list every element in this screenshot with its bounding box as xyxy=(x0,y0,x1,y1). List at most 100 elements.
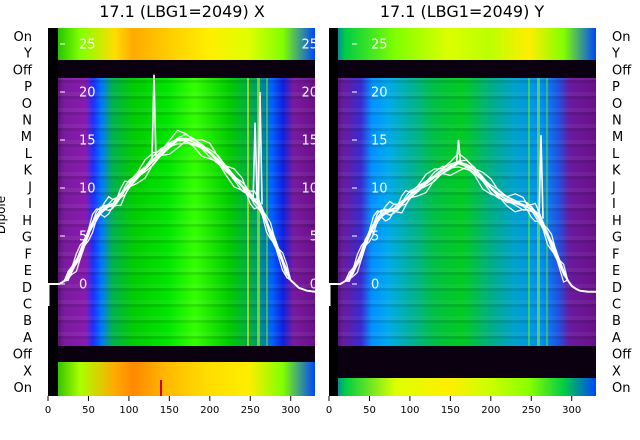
row-label: I xyxy=(28,197,32,212)
row-label: G xyxy=(612,231,622,246)
row-label: F xyxy=(25,247,32,262)
row-label: H xyxy=(22,214,32,229)
x-tick-label: 150 xyxy=(441,405,460,416)
row-label: I xyxy=(612,197,616,212)
heatmap-row-on-bottom xyxy=(48,378,315,396)
overlay-tick-label-right: 5 xyxy=(310,230,318,245)
overlay-spike xyxy=(455,139,462,164)
overlay-tick-label-right: 10 xyxy=(301,182,318,197)
heatmap-row-on-bottom xyxy=(329,378,596,396)
overlay-spike xyxy=(151,74,157,161)
overlay-tick-label-right: 25 xyxy=(301,38,318,53)
row-label: L xyxy=(25,147,33,162)
x-tick-label: 250 xyxy=(241,405,260,416)
x-tick-label: 200 xyxy=(200,405,219,416)
x-tick-label: 50 xyxy=(82,405,95,416)
row-label: E xyxy=(612,264,620,279)
overlay-line xyxy=(329,161,596,293)
overlay-tick-label: 5 xyxy=(79,230,87,245)
row-label: On xyxy=(14,30,32,45)
row-label: Off xyxy=(612,63,632,78)
row-label: G xyxy=(22,231,32,246)
heatmap-row-off-bottom xyxy=(329,346,596,362)
row-label: F xyxy=(612,247,619,262)
row-label: K xyxy=(612,164,621,179)
overlay-tick-label: 25 xyxy=(371,38,388,53)
overlay-tick-label: 10 xyxy=(371,182,388,197)
overlay-tick-label: 20 xyxy=(79,86,96,101)
overlay-spike xyxy=(252,122,258,201)
row-label: J xyxy=(611,180,616,195)
row-label: On xyxy=(612,381,630,396)
row-label: On xyxy=(14,381,32,396)
heatmap-row-y xyxy=(48,44,315,60)
row-label: M xyxy=(21,130,32,145)
y-axis-label: Dipole xyxy=(0,196,8,234)
row-label: O xyxy=(22,97,32,112)
overlay-axis-ticks: 25 20 15 10 5 0 xyxy=(352,38,388,293)
row-label: K xyxy=(23,164,32,179)
heatmap-row-off-bottom xyxy=(48,346,315,362)
row-label: Y xyxy=(23,47,32,62)
row-label: C xyxy=(612,298,621,313)
x-tick-label: 300 xyxy=(562,405,581,416)
row-label: Off xyxy=(13,63,33,78)
x-tick-label: 150 xyxy=(160,405,179,416)
row-label: E xyxy=(24,264,32,279)
heatmap xyxy=(48,28,315,396)
overlay-spike xyxy=(538,135,544,219)
heatmap-row-off-top xyxy=(48,60,315,78)
row-label: L xyxy=(612,147,620,162)
heatmap-row-off-top xyxy=(329,60,596,78)
row-label: Off xyxy=(13,348,33,363)
heatmap-row-on-top xyxy=(48,28,315,44)
row-label: D xyxy=(22,281,32,296)
row-label: B xyxy=(23,314,32,329)
panel-title: 17.1 (LBG1=2049) Y xyxy=(380,2,545,21)
row-label: Off xyxy=(612,348,632,363)
overlay-tick-label: 10 xyxy=(79,182,96,197)
x-tick-label: 200 xyxy=(481,405,500,416)
overlay-line xyxy=(48,139,316,293)
overlay-tick-label: 0 xyxy=(371,278,379,293)
row-label: P xyxy=(612,80,620,95)
x-tick-label: 50 xyxy=(363,405,376,416)
x-tick-label: 100 xyxy=(119,405,138,416)
x-axis-ticks: 0 50 100 150 200 250 300 xyxy=(326,396,581,416)
row-label: C xyxy=(23,298,32,313)
x-tick-label: 250 xyxy=(522,405,541,416)
overlay-line xyxy=(329,162,596,293)
row-label: M xyxy=(612,130,623,145)
panel-x: 17.1 (LBG1=2049) X Dipole OnYOffPONMLKJI… xyxy=(0,2,318,416)
overlay-lines xyxy=(328,135,596,306)
overlay-tick-label: 0 xyxy=(79,278,87,293)
overlay-tick-label: 15 xyxy=(79,134,96,149)
overlay-tick-label-right: 0 xyxy=(310,278,318,293)
overlay-lines xyxy=(47,74,316,306)
row-label: J xyxy=(27,180,32,195)
row-label: A xyxy=(23,331,32,346)
panel-title: 17.1 (LBG1=2049) X xyxy=(99,2,265,21)
overlay-tick-label-right: 15 xyxy=(301,134,318,149)
overlay-spike xyxy=(257,91,263,205)
x-tick-label: 100 xyxy=(400,405,419,416)
row-label: B xyxy=(612,314,621,329)
heatmap-row-y xyxy=(329,44,596,60)
overlay-tick-label: 5 xyxy=(371,230,379,245)
row-label: N xyxy=(22,114,32,129)
overlay-tick-label: 20 xyxy=(371,86,388,101)
overlay-line xyxy=(48,137,316,293)
row-label: On xyxy=(612,30,630,45)
row-label: A xyxy=(612,331,621,346)
panel-y: 17.1 (LBG1=2049) Y OnYOffPONMLKJIHGFEDCB… xyxy=(326,2,632,416)
x-tick-label: 0 xyxy=(326,405,332,416)
row-label: X xyxy=(23,364,32,379)
x-tick-label: 300 xyxy=(281,405,300,416)
overlay-tick-label: 15 xyxy=(371,134,388,149)
row-label: H xyxy=(612,214,622,229)
overlay-tick-label-right: 20 xyxy=(301,86,318,101)
row-label: D xyxy=(612,281,622,296)
